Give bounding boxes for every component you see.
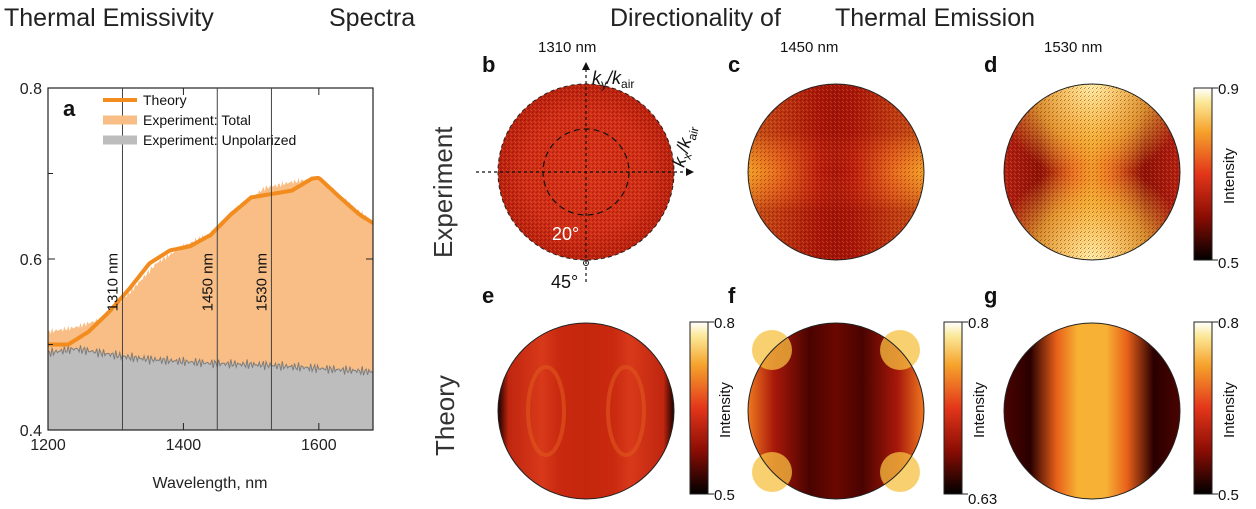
colorbar-g-max: 0.8: [1218, 315, 1239, 332]
y-tick-label: 0.8: [20, 81, 42, 98]
panel-letter-a: a: [63, 96, 76, 121]
polar-map-e: [497, 322, 675, 500]
colorbar-e-label: Intensity: [717, 382, 734, 438]
colorbar-f: [943, 321, 968, 495]
wavelength-label-c: 1450 nm: [780, 39, 839, 56]
polar-map-g: [1003, 322, 1181, 500]
colorbar-f-min: 0.63: [968, 491, 997, 508]
polar-map-f: [747, 322, 925, 500]
panel-letter-c: c: [728, 52, 741, 77]
colorbar-d: [1193, 87, 1218, 261]
kx-arrow: [686, 168, 694, 176]
polar-map-c: [747, 83, 925, 261]
x-tick-label: 1400: [166, 437, 202, 454]
x-tick-label: 1600: [301, 437, 337, 454]
panel-letter-e: e: [482, 283, 495, 308]
marker-label-1450: 1450 nm: [199, 253, 216, 311]
colorbar-g-label: Intensity: [1221, 382, 1238, 438]
colorbar-d-max: 0.9: [1218, 81, 1239, 98]
header-directionality: Directionality of: [610, 4, 781, 32]
y-tick-label: 0.6: [20, 252, 42, 269]
wavelength-label-d: 1530 nm: [1044, 39, 1103, 56]
panel-letter-b: b: [482, 52, 496, 77]
marker-label-1310: 1310 nm: [104, 253, 121, 311]
marker-label-1530: 1530 nm: [253, 253, 270, 311]
emissivity-spectrum-chart: 1200 1400 1600 0.4 0.6 0.8 1310 nm 1450 nm 1530…: [20, 81, 374, 492]
colorbar-g: [1193, 321, 1218, 495]
colorbar-d-label: Intensity: [1221, 148, 1238, 204]
x-tick-label: 1200: [30, 437, 66, 454]
header-thermal-emissivity: Thermal Emissivity: [4, 4, 214, 32]
legend-label: Experiment: Total: [143, 112, 251, 128]
angle-label-20: 20°: [552, 224, 579, 244]
y-tick-label: 0.4: [20, 423, 42, 440]
angle-label-45: 45°: [551, 272, 578, 292]
polar-map-d: [1003, 83, 1181, 261]
colorbar-e: [689, 321, 714, 495]
legend-label: Experiment: Unpolarized: [143, 132, 296, 148]
ky-label: ky/kair: [592, 68, 634, 91]
header-spectra: Spectra: [329, 4, 416, 32]
colorbar-e-max: 0.8: [714, 315, 735, 332]
colorbar-g-min: 0.5: [1218, 487, 1239, 504]
x-axis-label: Wavelength, nm: [152, 475, 267, 492]
panel-letter-g: g: [984, 283, 998, 308]
wavelength-label-b: 1310 nm: [538, 39, 597, 56]
series-line-theory: [48, 175, 373, 347]
ky-arrow: [582, 62, 590, 70]
colorbar-f-max: 0.8: [968, 315, 989, 332]
colorbar-e-min: 0.5: [714, 487, 735, 504]
kx-label: kx/kair: [669, 123, 702, 170]
colorbar-f-label: Intensity: [971, 382, 988, 438]
series-edge-unpolarized: [48, 345, 373, 377]
colorbar-d-min: 0.5: [1218, 255, 1239, 272]
polar-map-b: [476, 62, 694, 282]
panel-letter-f: f: [728, 283, 736, 308]
legend-label: Theory: [143, 92, 187, 108]
panel-letter-d: d: [984, 52, 998, 77]
header-thermal-emission: Thermal Emission: [835, 4, 1036, 32]
